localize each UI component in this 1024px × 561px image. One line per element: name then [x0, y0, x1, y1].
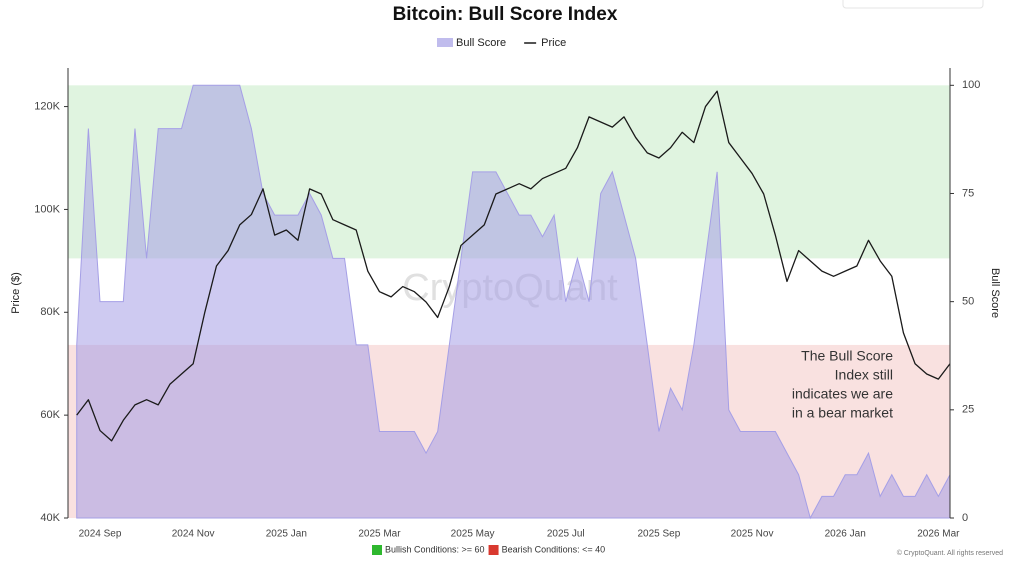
zone-swatch	[372, 545, 382, 555]
y2-tick-label: 100	[962, 79, 980, 91]
y-tick-label: 80K	[40, 306, 60, 318]
x-tick-label: 2025 Mar	[358, 529, 401, 540]
x-tick-label: 2026 Jan	[825, 529, 866, 540]
chart-title: Bitcoin: Bull Score Index	[393, 4, 618, 25]
annotation: The Bull Score	[801, 348, 893, 364]
y-tick-label: 40K	[40, 512, 60, 524]
x-tick-label: 2024 Nov	[172, 529, 215, 540]
x-tick-label: 2026 Mar	[917, 529, 960, 540]
toolbar-box	[842, 0, 984, 9]
bull-score-area	[76, 84, 951, 520]
legend-swatch	[437, 38, 453, 47]
legend-label: Price	[541, 37, 566, 49]
legend-label: Bull Score	[456, 37, 506, 49]
zone-swatch	[488, 545, 499, 555]
y2-axis-title: Bull Score	[989, 268, 1001, 318]
x-tick-label: 2025 Sep	[637, 529, 680, 540]
x-tick-label: 2024 Sep	[79, 529, 122, 540]
annotation: indicates we are	[792, 386, 893, 402]
annotation: Index still	[835, 367, 893, 383]
price-line	[76, 90, 951, 442]
y-tick-label: 60K	[40, 409, 60, 421]
annotation: in a bear market	[792, 405, 893, 421]
y2-tick-label: 75	[962, 187, 974, 199]
y-tick-label: 100K	[34, 203, 60, 215]
x-tick-label: 2025 Nov	[731, 529, 774, 540]
x-tick-label: 2025 Jan	[266, 529, 307, 540]
zone-label: Bullish Conditions: >= 60	[385, 544, 485, 554]
y2-tick-label: 50	[962, 296, 974, 308]
y2-tick-label: 25	[962, 404, 974, 416]
x-tick-label: 2025 Jul	[547, 529, 585, 540]
y2-tick-label: 0	[962, 512, 968, 524]
x-tick-label: 2025 May	[451, 529, 495, 540]
zone-label: Bearish Conditions: <= 40	[502, 544, 606, 554]
y-tick-label: 120K	[34, 100, 60, 112]
y-axis-title: Price ($)	[10, 272, 22, 314]
credit: © CryptoQuant. All rights reserved	[897, 549, 1003, 557]
